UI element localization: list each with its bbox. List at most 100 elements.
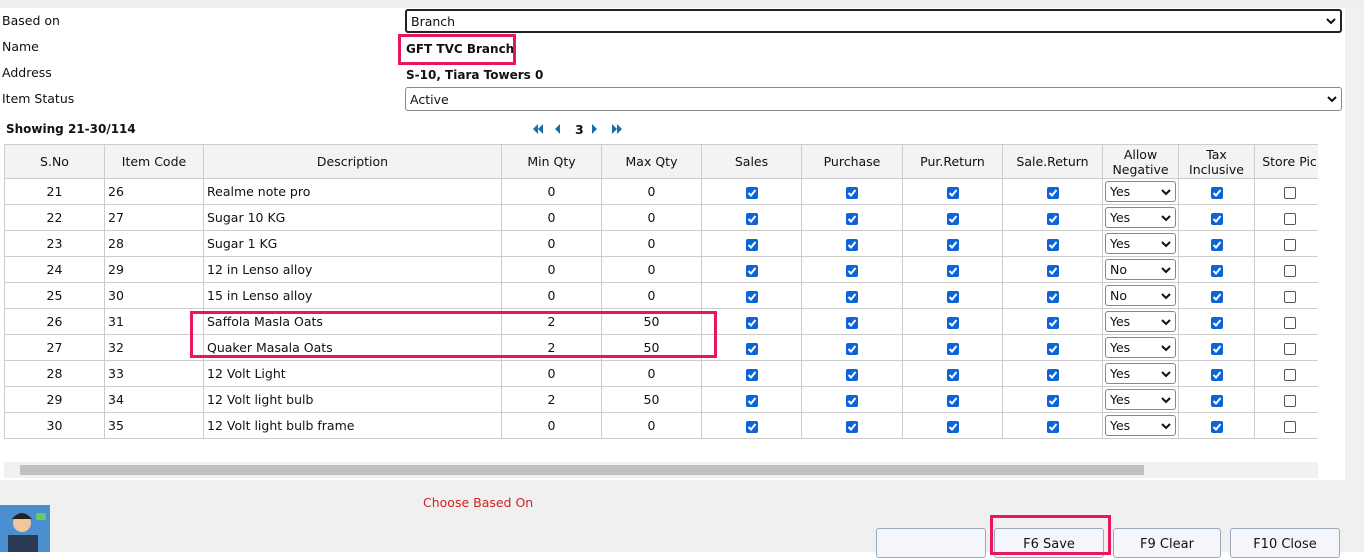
checkbox[interactable] [1210, 238, 1223, 251]
checkbox[interactable] [1046, 316, 1059, 329]
select[interactable]: No [1105, 259, 1176, 280]
checkbox[interactable] [1046, 394, 1059, 407]
checkbox[interactable] [1210, 420, 1223, 433]
select[interactable]: Yes [1105, 363, 1176, 384]
checkbox[interactable] [1210, 212, 1223, 225]
checkbox[interactable] [745, 368, 758, 381]
checkbox[interactable] [745, 394, 758, 407]
column-header[interactable]: Max Qty [601, 144, 702, 179]
checkbox[interactable] [1283, 342, 1296, 355]
column-header[interactable]: Item Code [104, 144, 204, 179]
select[interactable]: Active [405, 87, 1342, 111]
checkbox[interactable] [946, 316, 959, 329]
checkbox[interactable] [946, 238, 959, 251]
checkbox[interactable] [1283, 238, 1296, 251]
h-scrollbar[interactable] [4, 462, 1318, 478]
cell-text: 33 [108, 366, 124, 381]
checkbox[interactable] [846, 368, 858, 381]
checkbox[interactable] [1283, 212, 1296, 225]
checkbox[interactable] [1210, 394, 1223, 407]
checkbox[interactable] [1283, 420, 1296, 433]
column-header[interactable]: Min Qty [501, 144, 602, 179]
column-header[interactable]: Store Pic [1254, 144, 1318, 179]
checkbox[interactable] [946, 394, 959, 407]
checkbox[interactable] [1046, 238, 1059, 251]
checkbox[interactable] [846, 186, 858, 199]
cell-text: 0 [647, 210, 656, 225]
button[interactable] [876, 528, 986, 558]
checkbox[interactable] [1210, 186, 1223, 199]
column-header[interactable]: Sales [701, 144, 802, 179]
scroll-thumb[interactable] [20, 465, 1144, 475]
checkbox[interactable] [745, 316, 758, 329]
checkbox[interactable] [745, 238, 758, 251]
checkbox[interactable] [1046, 420, 1059, 433]
checkbox[interactable] [846, 342, 858, 355]
checkbox[interactable] [1210, 264, 1223, 277]
checkbox[interactable] [745, 186, 758, 199]
checkbox[interactable] [946, 342, 959, 355]
select[interactable]: Yes [1105, 311, 1176, 332]
column-header[interactable]: Description [203, 144, 502, 179]
checkbox[interactable] [1210, 342, 1223, 355]
checkbox[interactable] [1283, 316, 1296, 329]
column-header[interactable]: Pur.Return [902, 144, 1003, 179]
button[interactable]: F10 Close [1230, 528, 1340, 558]
select[interactable]: Yes [1105, 207, 1176, 228]
checkbox[interactable] [946, 264, 959, 277]
select[interactable]: Yes [1105, 181, 1176, 202]
checkbox[interactable] [846, 290, 858, 303]
checkbox[interactable] [1046, 342, 1059, 355]
checkbox[interactable] [1283, 368, 1296, 381]
checkbox[interactable] [745, 264, 758, 277]
button[interactable]: F9 Clear [1113, 528, 1221, 558]
checkbox[interactable] [1283, 394, 1296, 407]
checkbox[interactable] [946, 420, 959, 433]
checkbox[interactable] [946, 186, 959, 199]
column-header[interactable]: Allow Negative [1102, 144, 1179, 179]
checkbox[interactable] [1210, 316, 1223, 329]
checkbox[interactable] [745, 290, 758, 303]
checkbox[interactable] [946, 212, 959, 225]
checkbox[interactable] [1283, 264, 1296, 277]
checkbox[interactable] [1283, 290, 1296, 303]
checkbox[interactable] [1046, 264, 1059, 277]
checkbox[interactable] [946, 290, 959, 303]
column-header[interactable]: Tax Inclusive [1178, 144, 1255, 179]
avatar[interactable] [0, 505, 50, 552]
select[interactable]: Branch [405, 9, 1342, 33]
checkbox[interactable] [946, 368, 959, 381]
next-page[interactable] [592, 124, 597, 134]
checkbox[interactable] [846, 212, 858, 225]
checkbox[interactable] [846, 238, 858, 251]
checkbox[interactable] [745, 420, 758, 433]
checkbox[interactable] [1046, 186, 1059, 199]
checkbox[interactable] [1046, 290, 1059, 303]
cell: Yes [1102, 334, 1179, 361]
select[interactable]: No [1105, 285, 1176, 306]
checkbox[interactable] [1210, 290, 1223, 303]
column-header[interactable]: Sale.Return [1002, 144, 1103, 179]
checkbox[interactable] [846, 264, 858, 277]
checkbox[interactable] [1046, 212, 1059, 225]
v-scrollbar[interactable] [1345, 8, 1364, 552]
checkbox[interactable] [745, 212, 758, 225]
checkbox[interactable] [745, 342, 758, 355]
select[interactable]: Yes [1105, 389, 1176, 410]
checkbox[interactable] [1046, 368, 1059, 381]
checkbox[interactable] [846, 420, 858, 433]
prev-page[interactable] [555, 124, 560, 134]
select[interactable]: Yes [1105, 337, 1176, 358]
last-page[interactable] [612, 124, 622, 134]
cell: 0 [501, 412, 602, 439]
select[interactable]: Yes [1105, 233, 1176, 254]
checkbox[interactable] [1210, 368, 1223, 381]
first-page[interactable] [533, 124, 543, 134]
checkbox[interactable] [1283, 186, 1296, 199]
checkbox[interactable] [846, 316, 858, 329]
column-header[interactable]: Purchase [801, 144, 903, 179]
select[interactable]: Yes [1105, 415, 1176, 436]
checkbox[interactable] [846, 394, 858, 407]
cell: 50 [601, 386, 702, 413]
column-header[interactable]: S.No [4, 144, 105, 179]
